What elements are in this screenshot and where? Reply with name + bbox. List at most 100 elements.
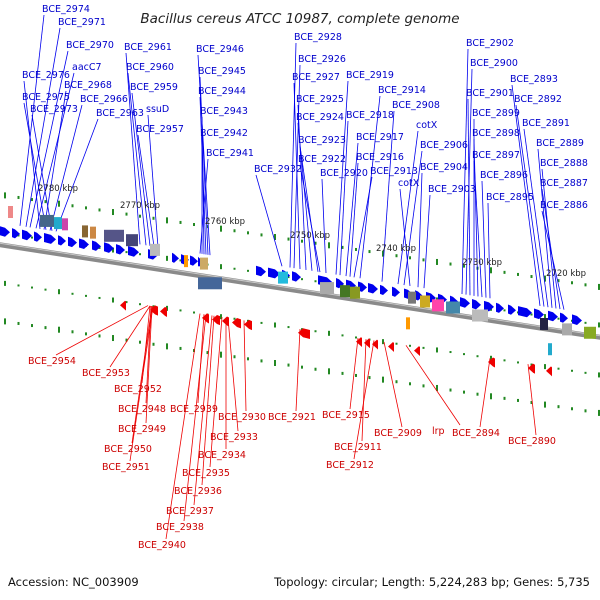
map-title: Bacillus cereus ATCC 10987, complete gen… — [140, 11, 459, 27]
minus-gene-label: BCE_2951 — [102, 462, 150, 473]
scale-tick — [139, 303, 141, 306]
scale-tick — [98, 246, 101, 249]
plus-gene-arrow — [128, 245, 139, 257]
plus-leader-line — [137, 134, 155, 247]
minus-leader-line — [201, 315, 215, 486]
scale-tick — [436, 258, 438, 265]
plus-gene-label: BCE_2946 — [196, 44, 244, 55]
scale-tick — [544, 275, 546, 282]
minus-gene-arrow — [202, 313, 209, 324]
minus-gene-arrow — [488, 357, 495, 368]
scale-tick — [44, 200, 47, 204]
scale-tick — [247, 269, 249, 272]
plus-gene-label: BCE_2922 — [298, 154, 346, 165]
scale-tick — [517, 361, 519, 364]
kbp-labels: 2780 kbp 2770 kbp 2760 kbp 2750 kbp 2740 kbp… — [38, 184, 586, 279]
scale-tick — [409, 382, 411, 386]
scale-tick — [193, 311, 195, 314]
scale-tick — [463, 390, 465, 394]
scale-tick — [436, 384, 438, 391]
plus-leader-line — [125, 52, 141, 245]
scale-tick — [98, 334, 101, 338]
plus-leader-line — [541, 188, 561, 310]
scale-tick — [355, 373, 357, 377]
minus-gene-label: BCE_2890 — [508, 436, 556, 447]
plus-gene-label: BCE_2897 — [472, 150, 520, 161]
minus-gene-arrow — [546, 366, 552, 377]
scale-tick — [139, 340, 141, 344]
plus-gene-label: BCE_2889 — [536, 138, 584, 149]
minus-gene-label: BCE_2935 — [182, 468, 230, 479]
plus-gene-label: BCE_2920 — [320, 168, 368, 179]
plus-gene-arrow — [44, 233, 56, 244]
kbp-label: 2760 kbp — [205, 217, 245, 227]
plus-gene-label: BCE_2916 — [356, 152, 404, 163]
domain-box — [420, 295, 430, 308]
scale-tick — [328, 330, 330, 336]
scale-tick — [544, 401, 546, 408]
plus-leader-line — [297, 104, 307, 270]
scale-tick — [166, 343, 168, 350]
domain-box — [198, 277, 222, 290]
scale-tick — [220, 225, 222, 232]
scale-tick — [31, 324, 33, 328]
minus-leader-line — [145, 306, 152, 404]
plus-gene-label: BCE_2926 — [298, 54, 346, 65]
minus-leader-line — [479, 358, 491, 428]
domain-box — [540, 317, 548, 330]
scale-tick — [220, 264, 222, 270]
minus-gene-arrow — [150, 305, 158, 316]
plus-gene-arrow — [380, 284, 388, 296]
kbp-label: 2770 kbp — [120, 201, 160, 211]
plus-leader-line — [345, 142, 359, 277]
plus-gene-label: BCE_2945 — [198, 66, 246, 77]
scale-tick — [571, 407, 573, 411]
minus-gene-label: BCE_2950 — [104, 444, 152, 455]
minus-gene-arrow — [298, 328, 310, 340]
scale-tick — [557, 405, 560, 409]
domain-box — [62, 218, 68, 231]
scale-tick — [4, 318, 6, 325]
domain-box — [408, 291, 416, 304]
minus-leader-line — [109, 305, 151, 368]
scale-tick — [247, 231, 249, 235]
plus-leader-line — [537, 148, 553, 308]
scale-tick — [166, 217, 168, 224]
plus-gene-label: BCE_2892 — [514, 94, 562, 105]
minus-gene-label: BCE_2952 — [114, 384, 162, 395]
scale-tick — [530, 275, 533, 279]
scale-tick — [139, 253, 141, 256]
minus-gene-label: BCE_2933 — [210, 432, 258, 443]
minus-gene-label: BCE_2930 — [218, 412, 266, 423]
plus-gene-arrow — [572, 314, 582, 325]
plus-leader-line — [541, 168, 557, 309]
plus-gene-label: BCE_2904 — [420, 162, 468, 173]
plus-gene-label: BCE_2893 — [510, 74, 558, 85]
plus-gene-label: BCE_2924 — [296, 112, 344, 123]
scale-tick — [17, 195, 20, 199]
scale-tick — [598, 322, 600, 328]
plus-leader-line — [147, 114, 159, 248]
plus-gene-label: BCE_2928 — [294, 32, 342, 43]
plus-gene-label: BCE_2927 — [292, 72, 340, 83]
minus-leader-line — [145, 306, 153, 424]
scale-tick — [58, 326, 60, 333]
domain-box — [200, 257, 208, 270]
scale-tick — [139, 214, 141, 218]
topology-text: Topology: circular; Length: 5,224,283 bp… — [273, 575, 590, 589]
scale-tick — [179, 309, 182, 312]
scale-tick — [530, 313, 533, 316]
plus-gene-label: cotX — [398, 178, 420, 189]
plus-gene-label: BCE_2941 — [206, 148, 254, 159]
scale-tick — [490, 355, 492, 361]
domain-box — [90, 226, 96, 239]
plus-gene-label: BCE_2906 — [420, 140, 468, 151]
minus-gene-label: BCE_2915 — [322, 410, 370, 421]
scale-tick — [314, 280, 317, 283]
scale-tick — [368, 376, 371, 380]
plus-gene-arrow — [560, 312, 568, 323]
scale-tick — [382, 250, 384, 257]
scale-tick — [503, 270, 506, 274]
domain-box — [82, 225, 88, 238]
plus-leader-line — [359, 95, 381, 279]
